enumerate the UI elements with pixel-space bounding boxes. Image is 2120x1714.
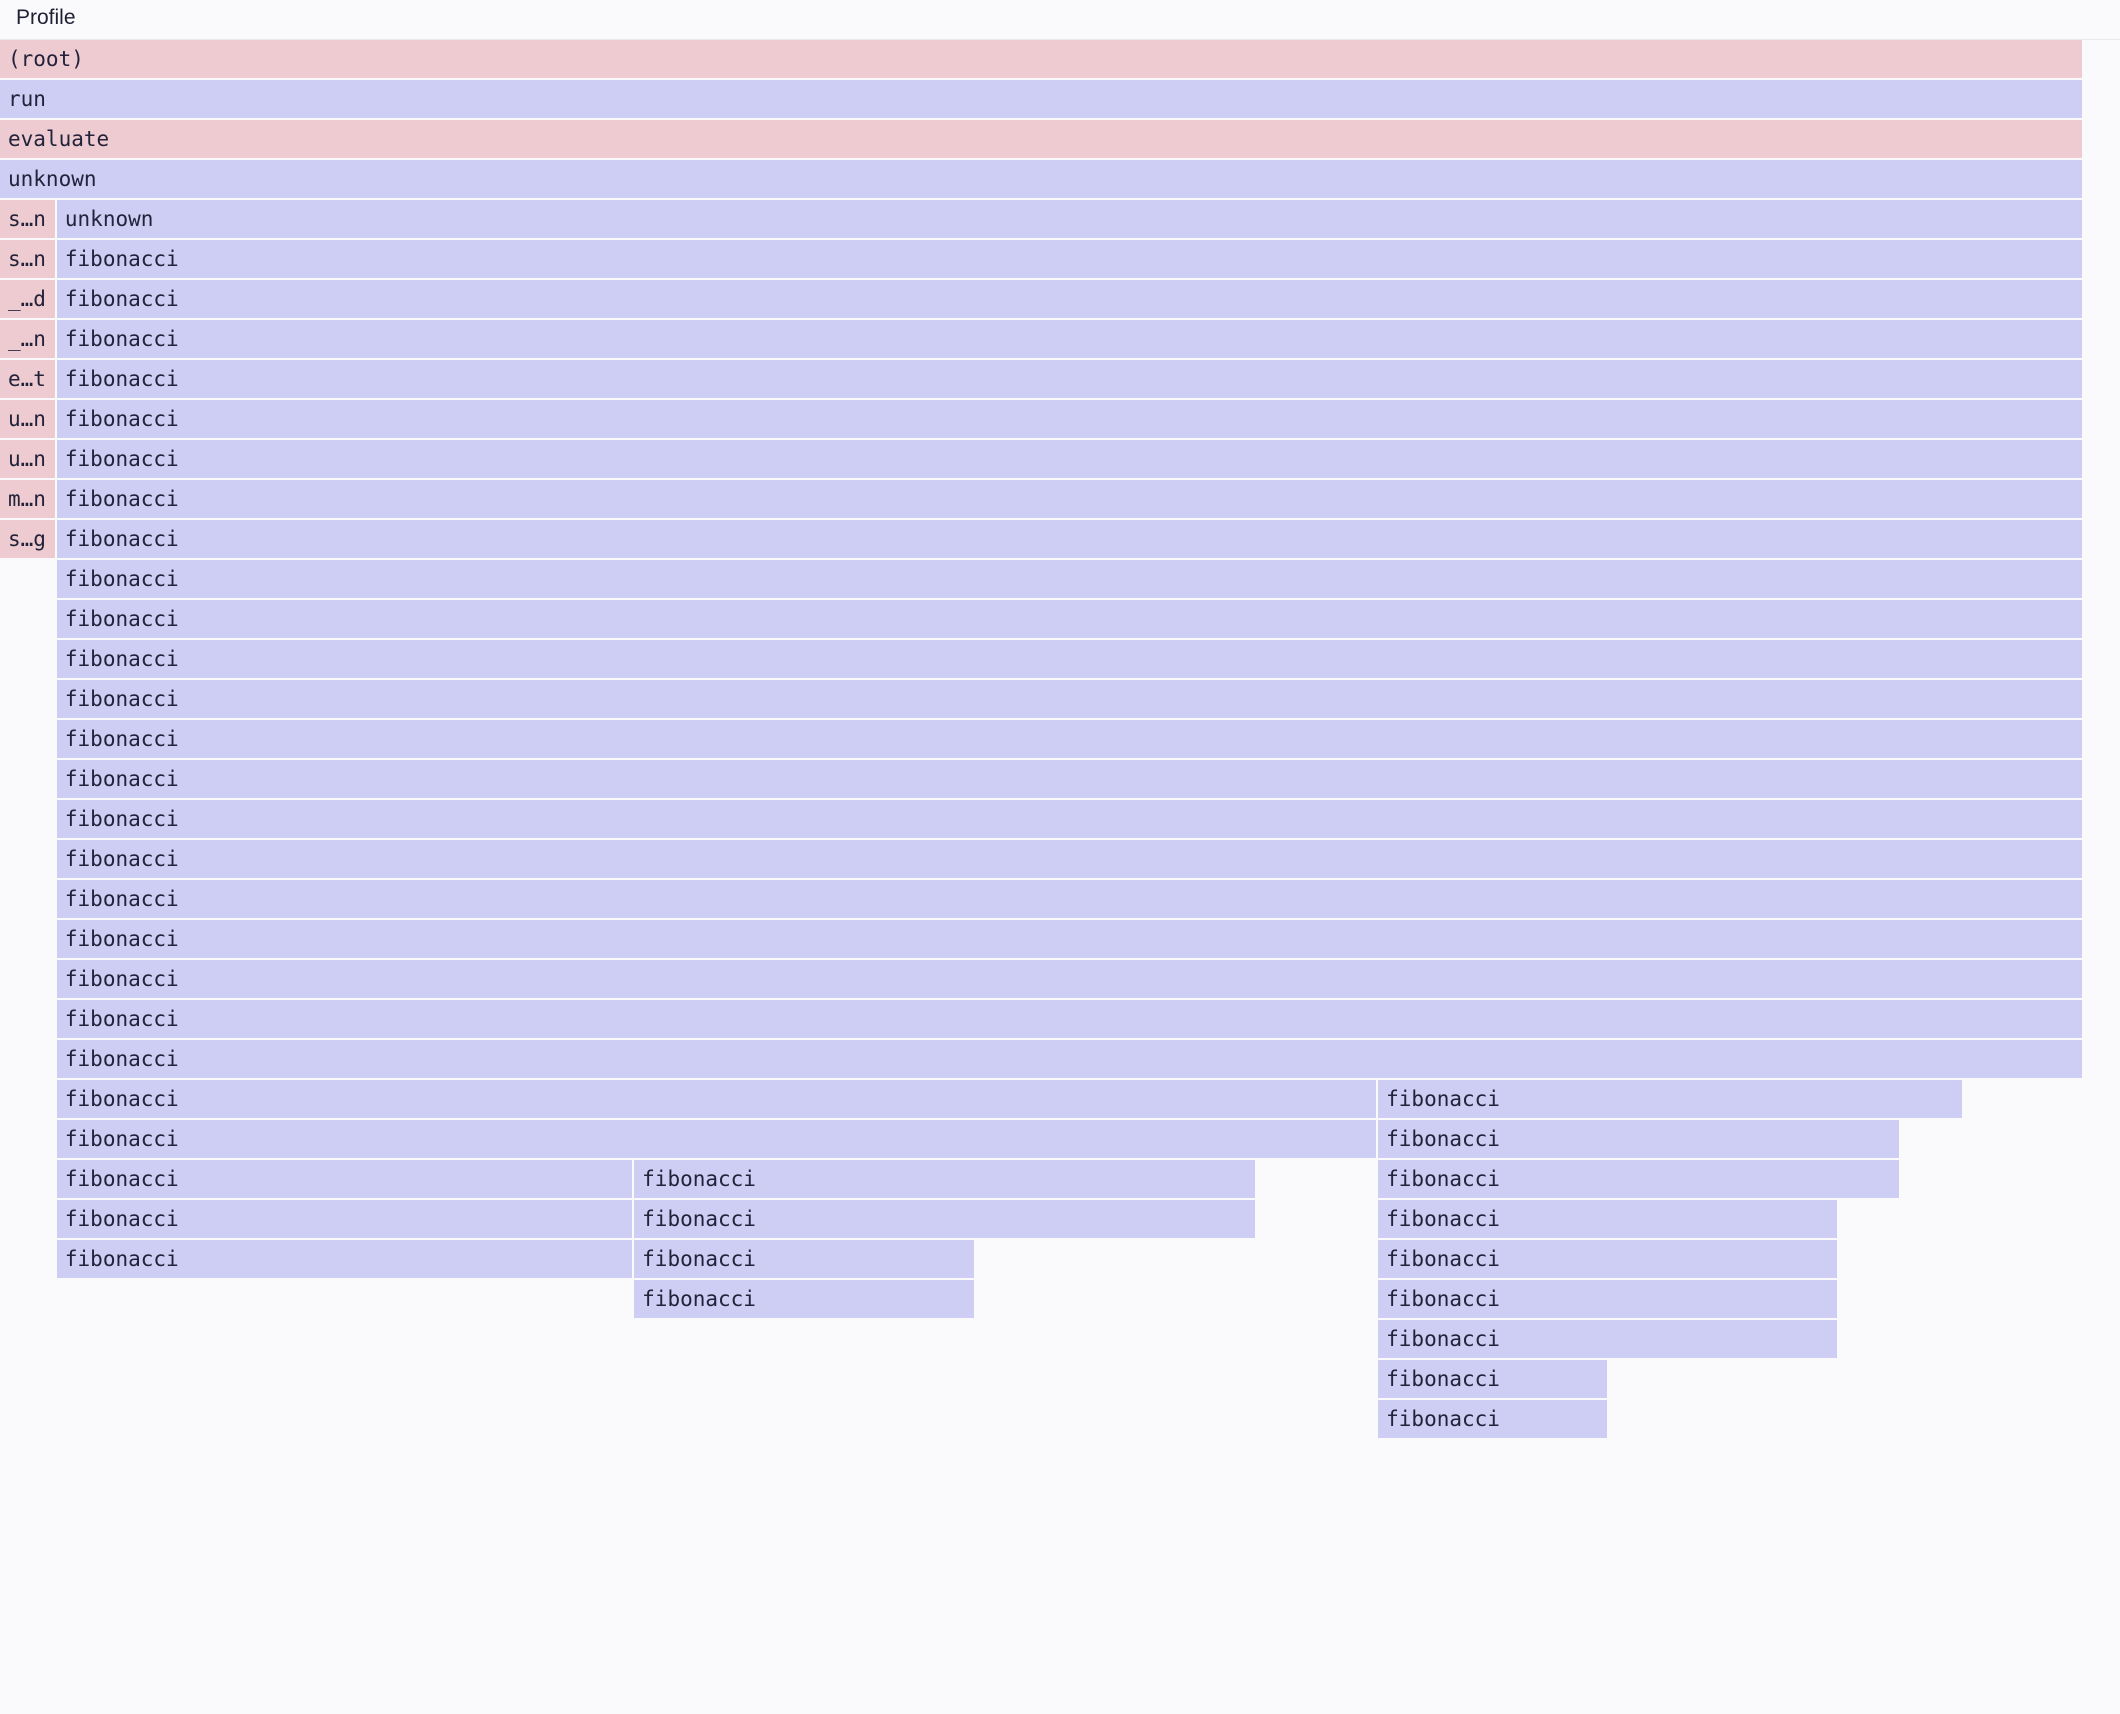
flame-frame[interactable]: s…g [0, 520, 55, 558]
flame-frame[interactable]: s…n [0, 200, 55, 238]
flame-frame[interactable]: _…n [0, 320, 55, 358]
flame-frame[interactable]: fibonacci [56, 920, 2082, 958]
flame-frame[interactable]: fibonacci [1378, 1400, 1608, 1438]
flame-frame[interactable]: fibonacci [56, 640, 2082, 678]
flame-frame[interactable]: fibonacci [56, 360, 2082, 398]
flame-frame[interactable]: fibonacci [56, 720, 2082, 758]
flame-frame[interactable]: fibonacci [1378, 1240, 1837, 1278]
flame-frame[interactable]: run [0, 80, 2082, 118]
flame-frame[interactable]: unknown [0, 160, 2082, 198]
flame-frame[interactable]: s…n [0, 240, 55, 278]
flame-frame[interactable]: fibonacci [56, 240, 2082, 278]
flame-frame[interactable]: (root) [0, 40, 2082, 78]
flame-frame[interactable]: fibonacci [56, 1120, 1377, 1158]
flame-frame[interactable]: fibonacci [56, 560, 2082, 598]
flame-frame[interactable]: fibonacci [1378, 1320, 1837, 1358]
flame-frame[interactable]: fibonacci [56, 680, 2082, 718]
flame-frame[interactable]: fibonacci [56, 760, 2082, 798]
page-title: Profile [16, 6, 76, 29]
flame-frame[interactable]: unknown [56, 200, 2082, 238]
flame-frame[interactable]: fibonacci [634, 1160, 1256, 1198]
flame-frame[interactable]: fibonacci [56, 800, 2082, 838]
flame-frame[interactable]: fibonacci [56, 960, 2082, 998]
flame-frame[interactable]: fibonacci [1378, 1360, 1608, 1398]
flame-frame[interactable]: u…n [0, 400, 55, 438]
flame-frame[interactable]: fibonacci [56, 1040, 2082, 1078]
flame-frame[interactable]: fibonacci [56, 280, 2082, 318]
flame-graph: (root) run evaluate unknown s…n s…n _…d _…n e…t u… [0, 40, 2084, 1714]
flame-frame[interactable]: fibonacci [56, 1000, 2082, 1038]
flame-frame[interactable]: fibonacci [1378, 1200, 1837, 1238]
flame-frame[interactable]: fibonacci [634, 1200, 1256, 1238]
flame-frame[interactable]: fibonacci [56, 1080, 1377, 1118]
flame-frame[interactable]: fibonacci [56, 520, 2082, 558]
flame-frame[interactable]: fibonacci [56, 840, 2082, 878]
flame-frame[interactable]: fibonacci [56, 400, 2082, 438]
flame-frame[interactable]: fibonacci [56, 440, 2082, 478]
flame-frame[interactable]: m…n [0, 480, 55, 518]
flame-frame[interactable]: fibonacci [56, 1160, 633, 1198]
flame-frame[interactable]: fibonacci [1378, 1080, 1962, 1118]
flame-frame[interactable]: evaluate [0, 120, 2082, 158]
flame-frame[interactable]: fibonacci [634, 1280, 974, 1318]
flame-frame[interactable]: fibonacci [56, 480, 2082, 518]
flame-frame[interactable]: fibonacci [56, 1200, 633, 1238]
flame-frame[interactable]: fibonacci [1378, 1160, 1900, 1198]
flame-frame[interactable]: fibonacci [634, 1240, 974, 1278]
flame-frame[interactable]: fibonacci [1378, 1280, 1837, 1318]
flame-frame[interactable]: fibonacci [56, 320, 2082, 358]
flame-frame[interactable]: _…d [0, 280, 55, 318]
flame-frame[interactable]: u…n [0, 440, 55, 478]
profile-header: Profile [0, 0, 2120, 40]
flame-frame[interactable]: fibonacci [1378, 1120, 1900, 1158]
flame-frame[interactable]: fibonacci [56, 880, 2082, 918]
flame-frame[interactable]: fibonacci [56, 600, 2082, 638]
flame-frame[interactable]: e…t [0, 360, 55, 398]
flame-frame[interactable]: fibonacci [56, 1240, 633, 1278]
